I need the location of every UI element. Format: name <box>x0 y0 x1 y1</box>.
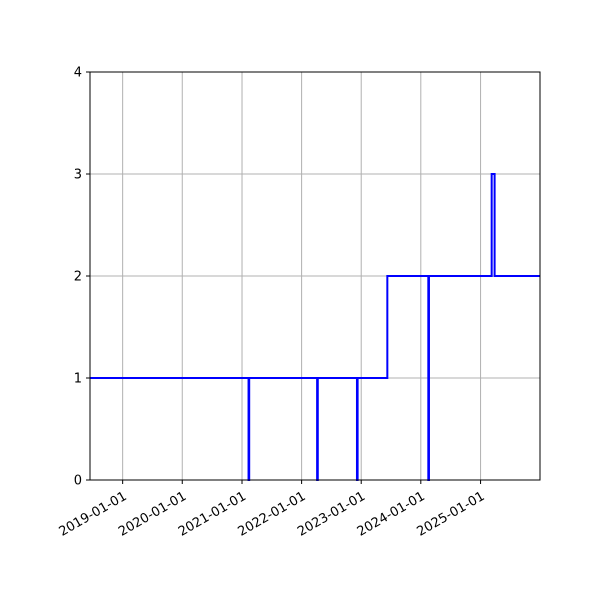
series-line <box>90 173 540 481</box>
y-tick-label: 1 <box>74 372 82 387</box>
y-tick-label: 3 <box>74 168 82 183</box>
y-tick-label: 0 <box>74 474 82 489</box>
series-layer <box>90 173 540 481</box>
y-tick-label: 4 <box>74 66 82 81</box>
y-tick-label: 2 <box>74 270 82 285</box>
